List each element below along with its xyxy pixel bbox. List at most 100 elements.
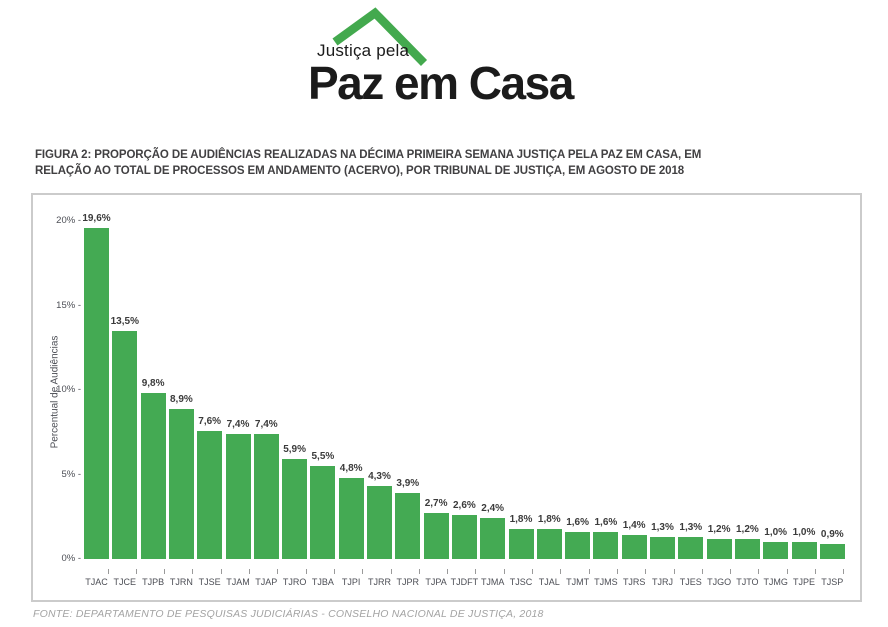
bar-tjmg xyxy=(763,542,789,559)
bar-value-label: 1,6% xyxy=(566,516,589,528)
bar-tjpe xyxy=(791,542,817,559)
source-note: FONTE: DEPARTAMENTO DE PESQUISAS JUDICIÁ… xyxy=(33,608,544,620)
x-axis-label: TJDFT xyxy=(450,577,479,587)
bar-tjms xyxy=(593,531,619,559)
x-tick-mark xyxy=(277,569,279,574)
bar-value-label: 7,4% xyxy=(226,418,250,430)
x-axis-label: TJPR xyxy=(396,577,420,587)
x-axis-label: TJRR xyxy=(368,577,391,587)
x-tick-mark xyxy=(532,569,533,574)
bar-tjse xyxy=(197,430,223,559)
bar-value-label: 1,0% xyxy=(764,527,788,539)
bar-value-label: 7,4% xyxy=(254,418,278,430)
x-tick-mark xyxy=(164,569,166,574)
x-tick-mark xyxy=(475,569,477,574)
x-tick-mark xyxy=(701,569,703,574)
x-tick-mark xyxy=(616,569,618,574)
bar-value-label: 7,6% xyxy=(198,415,222,427)
x-tick-mark xyxy=(673,569,675,574)
bar-chart: 0% - 5% - 10% - 15% - 20% -19,6% TJAC 13,5% TJC… xyxy=(33,195,860,600)
x-tick-mark xyxy=(645,569,647,574)
bar-value-label: 5,5% xyxy=(311,451,335,463)
bar-tjsp xyxy=(819,543,845,559)
figure-title: FIGURA 2: PROPORÇÃO DE AUDIÊNCIAS REALIZ… xyxy=(35,148,855,179)
bar-tjdft xyxy=(451,515,477,559)
x-tick-mark xyxy=(758,569,760,574)
x-tick-mark xyxy=(362,569,364,574)
bar-tjgo xyxy=(706,538,732,559)
logo-title: Paz em Casa xyxy=(308,57,574,109)
bar-tjal xyxy=(536,528,562,559)
y-tick-label: 15% - xyxy=(56,299,81,311)
x-tick-mark xyxy=(730,569,732,574)
x-axis-label: TJPA xyxy=(425,577,447,587)
x-tick-mark xyxy=(843,569,845,574)
bar-value-label: 1,3% xyxy=(679,522,703,534)
bar-value-label: 4,8% xyxy=(339,462,363,474)
x-tick-mark xyxy=(305,569,307,574)
bar-tjam xyxy=(225,433,251,559)
chart-frame: Percentual de Audiências 0% -5% -10% -15… xyxy=(31,193,862,602)
x-axis-label: TJSC xyxy=(509,577,533,587)
bar-tjrs xyxy=(621,535,647,559)
bar-tjsc xyxy=(508,528,534,559)
figure-title-line1: FIGURA 2: PROPORÇÃO DE AUDIÊNCIAS REALIZ… xyxy=(35,149,702,161)
bar-tjap xyxy=(253,433,279,559)
x-tick-mark xyxy=(333,569,335,574)
y-tick-label: 5% - xyxy=(61,468,81,480)
x-axis-label: TJCE xyxy=(113,577,137,587)
bar-value-label: 19,6% xyxy=(82,212,111,224)
bar-tjrn xyxy=(168,408,194,559)
bar-tjac xyxy=(84,227,109,559)
x-axis-label: TJMA xyxy=(480,577,505,587)
bar-tjpb xyxy=(140,393,166,559)
x-tick-mark xyxy=(588,569,590,574)
bar-tjmt xyxy=(565,531,591,559)
house-roof-shape xyxy=(332,7,428,66)
bar-value-label: 8,9% xyxy=(169,393,193,405)
bar-value-label: 5,9% xyxy=(283,444,306,456)
bar-value-label: 2,6% xyxy=(452,500,476,512)
x-axis-label: TJES xyxy=(679,577,702,587)
bar-tjma xyxy=(480,518,506,559)
bar-tjro xyxy=(282,459,308,559)
bar-tjce xyxy=(112,330,138,559)
bar-tjrj xyxy=(650,537,675,559)
bar-value-label: 1,6% xyxy=(594,516,618,528)
logo-subtitle: Justiça pela xyxy=(317,41,410,60)
bar-value-label: 1,0% xyxy=(792,527,816,539)
x-tick-mark xyxy=(447,569,449,574)
bar-tjpa xyxy=(423,513,449,559)
x-axis-label: TJAP xyxy=(255,577,278,587)
bar-value-label: 13,5% xyxy=(110,315,139,327)
y-tick-label: 20% - xyxy=(56,215,81,226)
x-tick-mark xyxy=(390,569,392,574)
x-tick-mark xyxy=(192,569,194,574)
x-tick-mark xyxy=(249,569,250,574)
bar-value-label: 1,2% xyxy=(735,523,759,535)
figure-title-line2: RELAÇÃO AO TOTAL DE PROCESSOS EM ANDAMEN… xyxy=(35,164,685,177)
x-tick-mark xyxy=(503,569,505,574)
x-axis-label: TJRN xyxy=(169,577,193,587)
x-axis-label: TJMS xyxy=(594,577,618,587)
x-axis-label: TJAL xyxy=(538,577,560,587)
x-axis-label: TJRJ xyxy=(652,577,673,587)
x-axis-label: TJGO xyxy=(707,577,732,587)
bar-value-label: 3,9% xyxy=(396,478,420,490)
x-tick-mark xyxy=(135,569,137,574)
x-axis-label: TJAC xyxy=(85,577,108,587)
bar-value-label: 9,8% xyxy=(141,378,165,390)
bar-value-label: 0,9% xyxy=(820,528,844,540)
bar-tjes xyxy=(678,537,704,559)
x-axis-label: TJSP xyxy=(821,577,844,587)
bar-value-label: 1,8% xyxy=(509,513,533,525)
x-axis-label: TJAM xyxy=(226,577,250,587)
x-axis-label: TJPI xyxy=(341,577,361,587)
x-tick-mark xyxy=(786,569,788,574)
x-axis-label: TJMG xyxy=(763,577,788,587)
bar-value-label: 1,3% xyxy=(651,522,674,534)
bar-value-label: 1,4% xyxy=(622,520,646,532)
x-tick-mark xyxy=(418,569,420,574)
x-tick-mark xyxy=(815,569,816,574)
x-tick-mark xyxy=(107,569,109,574)
